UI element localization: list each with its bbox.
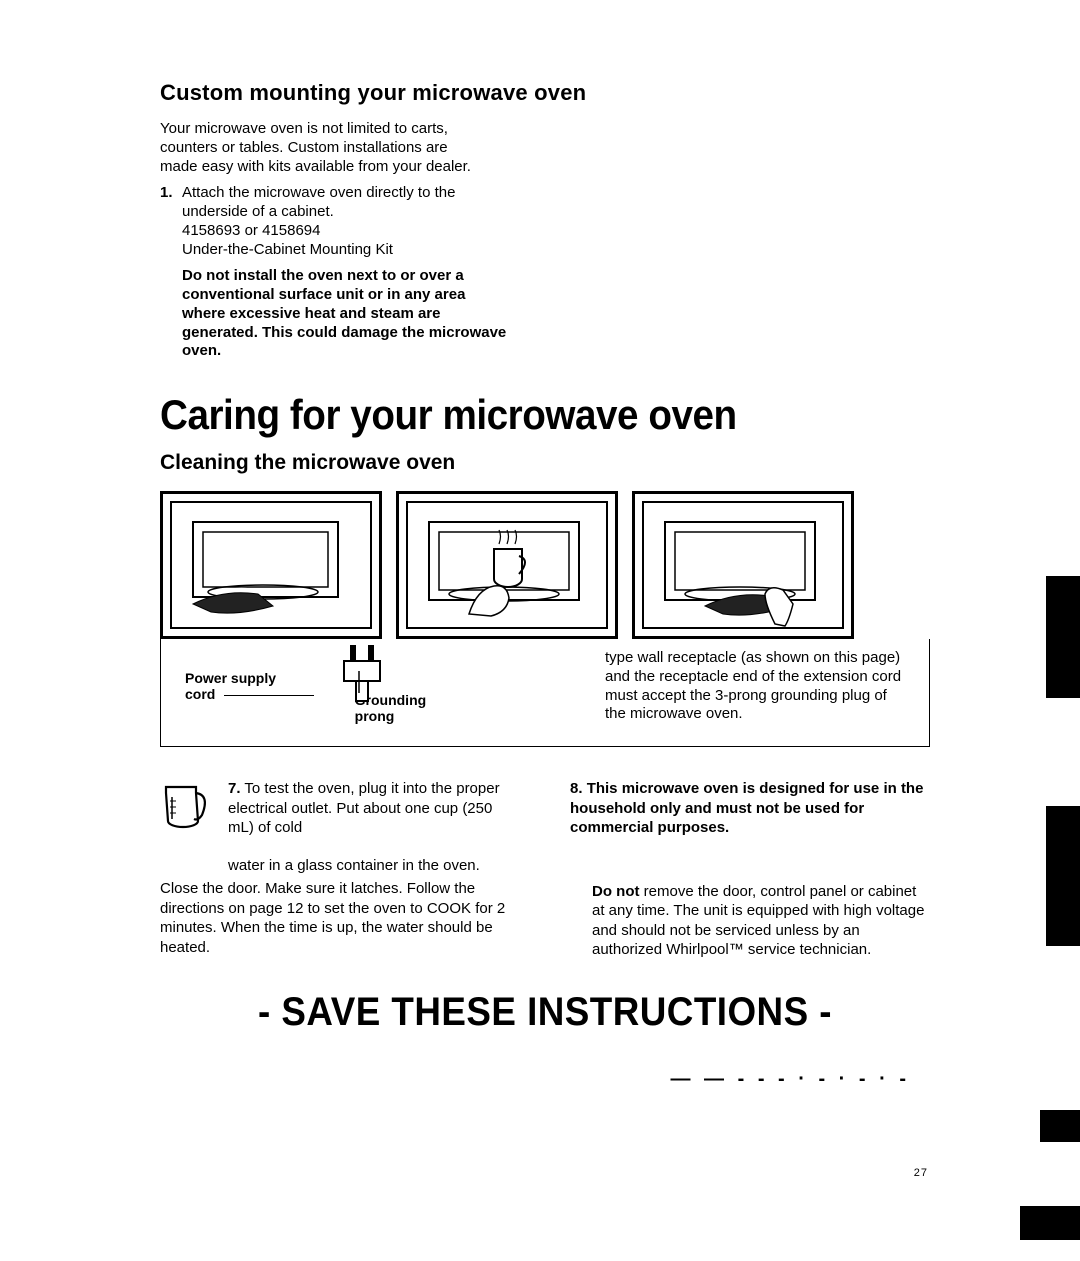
step-line-b: 4158693 or 4158694 bbox=[182, 222, 510, 241]
plug-text: type wall receptacle (as shown on this p… bbox=[605, 649, 905, 724]
step-8-text-b: remove the door, control panel or cabine… bbox=[592, 883, 924, 959]
step-7-text-a: To test the oven, plug it into the prope… bbox=[228, 780, 500, 836]
plug-icon bbox=[340, 643, 396, 703]
page-number: 27 bbox=[914, 1167, 928, 1179]
power-supply-label-1: Power supply bbox=[185, 671, 314, 686]
step-line-c: Under-the-Cabinet Mounting Kit bbox=[182, 241, 510, 260]
step-1: 1. Attach the microwave oven directly to… bbox=[160, 184, 510, 361]
edge-bar bbox=[1020, 1206, 1080, 1240]
do-not-lead: Do not bbox=[592, 883, 639, 900]
custom-mounting-heading: Custom mounting your microwave oven bbox=[160, 80, 930, 106]
step-8-text-a: This microwave oven is designed for use … bbox=[570, 780, 923, 836]
save-instructions-heading: - SAVE THESE INSTRUCTIONS - bbox=[191, 990, 899, 1035]
edge-bar bbox=[1040, 1110, 1080, 1142]
caring-heading: Caring for your microwave oven bbox=[160, 391, 868, 439]
step-7-text-c: Close the door. Make sure it latches. Fo… bbox=[160, 879, 520, 957]
edge-bar bbox=[1046, 806, 1080, 946]
plug-box: Power supply cord Grounding prong type w… bbox=[160, 639, 930, 747]
measuring-cup-icon bbox=[160, 779, 212, 831]
power-supply-label-2: cord bbox=[185, 687, 215, 702]
step-7-text-b: water in a glass container in the oven. bbox=[228, 856, 520, 876]
panel-3 bbox=[632, 491, 854, 639]
step-number: 1. bbox=[160, 184, 182, 361]
edge-bar bbox=[1046, 576, 1080, 698]
step-7-number: 7. bbox=[228, 780, 241, 797]
step-line-a: Attach the microwave oven directly to th… bbox=[182, 184, 510, 222]
dashes: — — - - - · - · - · - bbox=[670, 1068, 910, 1091]
plug-left-labels: Power supply cord bbox=[185, 649, 325, 709]
left-column: 7. To test the oven, plug it into the pr… bbox=[160, 779, 520, 960]
step-warning: Do not install the oven next to or over … bbox=[182, 267, 510, 361]
panel-1 bbox=[160, 491, 382, 639]
illustration-panels bbox=[160, 491, 930, 639]
two-column-section: 7. To test the oven, plug it into the pr… bbox=[160, 779, 930, 960]
right-column: 8. This microwave oven is designed for u… bbox=[570, 779, 930, 960]
cleaning-heading: Cleaning the microwave oven bbox=[160, 451, 930, 475]
intro-paragraph: Your microwave oven is not limited to ca… bbox=[160, 120, 480, 176]
step-body: Attach the microwave oven directly to th… bbox=[182, 184, 510, 361]
panel-2 bbox=[396, 491, 618, 639]
step-8-number: 8. bbox=[570, 780, 583, 797]
